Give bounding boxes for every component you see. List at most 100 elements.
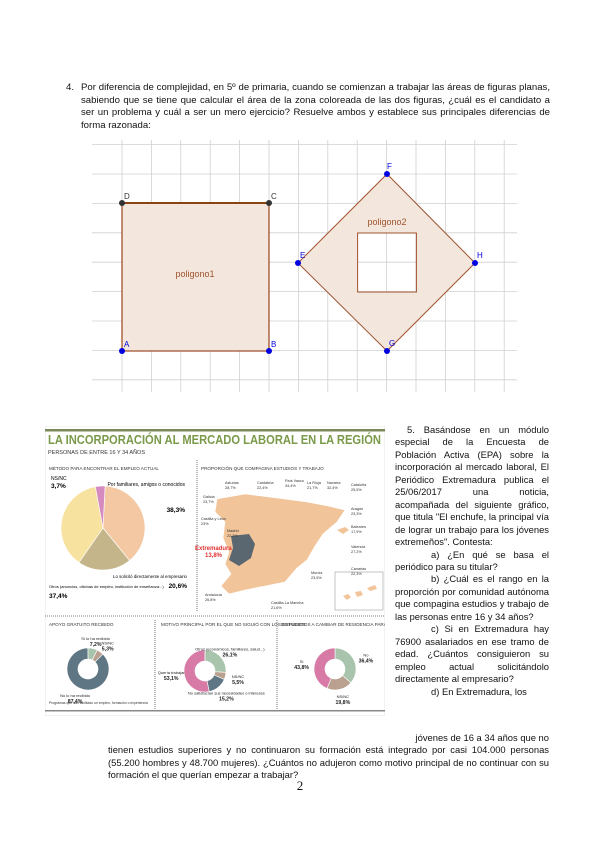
map-label: Castilla y León: [201, 517, 226, 521]
map-value: 27,2%: [351, 550, 362, 554]
point-a[interactable]: [119, 348, 125, 354]
map-label: Extremadura: [195, 546, 232, 552]
donut-heading: MOTIVO PRINCIPAL POR EL QUE NO SIGUIÓ CO…: [161, 621, 306, 627]
map-label: Cataluña: [351, 483, 367, 487]
question-text: Por diferencia de complejidad, en 5º de …: [81, 82, 550, 131]
pie-label-nsnc: NS/NC: [51, 476, 67, 482]
map-value: 23%: [201, 522, 209, 526]
donut-heading: APOYO GRATUITO RECIBIDO: [49, 622, 114, 627]
pie-heading: MÉTODO PARA ENCONTRAR EL EMPLEO ACTUAL: [49, 465, 159, 471]
map-value: 22,3%: [227, 534, 238, 538]
donut-charts: APOYO GRATUITO RECIBIDO Sí lo ha recibido…: [49, 621, 385, 706]
map-label: Murcia: [311, 571, 323, 575]
map-label: Madrid: [227, 529, 239, 533]
map-label: Galicia: [203, 495, 215, 499]
q5-d-line2: jóvenes de 16 a 34 años que no: [415, 732, 549, 743]
map-value: 32,4%: [327, 486, 338, 490]
donut-heading: DISPUESTOS A CAMBIAR DE RESIDENCIA PARA …: [281, 622, 385, 627]
point-g[interactable]: [384, 348, 390, 354]
point-d[interactable]: [119, 200, 125, 206]
grid: [92, 140, 517, 392]
map-value: 34,4%: [285, 484, 296, 488]
geometry-figure: poligono1 poligono2 A B C D E F H G: [92, 140, 517, 392]
donut-label: NS/NC: [337, 694, 350, 699]
map-label: Asturias: [225, 481, 239, 485]
q5-b: b) ¿Cuál es el rango en la proporción po…: [395, 573, 549, 622]
point-h[interactable]: [472, 260, 478, 266]
label-b: B: [271, 340, 276, 349]
donut-label: Sí: [300, 659, 305, 664]
map-label: Cantabria: [257, 481, 274, 485]
donut-chart: [66, 647, 110, 691]
infographic-title: LA INCORPORACIÓN AL MERCADO LABORAL EN L…: [48, 432, 381, 447]
q5-d-rest: tienen estudios superiores y no continua…: [108, 744, 549, 781]
map-label: Aragón: [351, 507, 363, 511]
infographic-subtitle: PERSONAS DE ENTRE 16 Y 34 AÑOS: [48, 449, 145, 456]
map-label: Navarra: [327, 481, 341, 485]
map-label: Andalucía: [205, 593, 223, 597]
map-value: 23,7%: [203, 500, 214, 504]
slice-2: [66, 647, 110, 691]
map-value: 21,7%: [307, 486, 318, 490]
donut-value: 36,4%: [359, 659, 374, 665]
donut-value: 19,8%: [335, 700, 350, 706]
pie-label-family: Por familiares, amigos o conocidos: [107, 482, 185, 488]
donut-label: No lo ha recibido: [60, 693, 91, 698]
label-h: H: [477, 251, 483, 260]
map-value: 26,8%: [205, 598, 216, 602]
donut-value: 26,1%: [222, 653, 237, 659]
donut-label: NS/NC: [101, 641, 114, 646]
donut-label: Sí lo ha recibido: [81, 636, 110, 641]
question-number: 4.: [66, 82, 75, 93]
donut-label: NS/NC: [232, 674, 245, 679]
extremadura-region: [229, 534, 255, 566]
donut-value: 15,2%: [219, 696, 234, 702]
map-label: País Vasco: [285, 479, 304, 483]
question-5: 5. Basándose en un módulo especial de la…: [395, 424, 549, 698]
map-label: Baleares: [351, 525, 366, 529]
label-g: G: [389, 339, 395, 348]
donut-label: No: [363, 653, 369, 658]
polygon-2-label: poligono2: [367, 217, 406, 227]
point-f[interactable]: [384, 171, 390, 177]
q5-d-start: d) En Extremadura, los: [431, 685, 527, 697]
pie-value-family: 38,3%: [167, 507, 186, 514]
map-label: Castilla-La Mancha: [271, 601, 304, 605]
pie-chart: [60, 485, 146, 571]
q5-a: a) ¿En qué se basa el periódico para su …: [395, 548, 549, 572]
label-e: E: [300, 251, 305, 260]
point-b[interactable]: [266, 348, 272, 354]
point-e[interactable]: [295, 260, 301, 266]
donut-value: 5,5%: [232, 680, 244, 686]
pie-value-direct: 20,6%: [169, 583, 188, 590]
canarias-inset: [334, 571, 384, 611]
slice-1: [78, 527, 130, 571]
point-c[interactable]: [266, 200, 272, 206]
donut-chart: [313, 647, 357, 691]
map-value: 23,5%: [311, 576, 322, 580]
donut-label: No satisfacían sus necesidades o interes…: [188, 690, 265, 695]
pie-label-others: Otros (anuncios, oficinas de empleo, ins…: [49, 584, 164, 589]
donut-value: 5,3%: [102, 647, 114, 653]
label-a: A: [124, 340, 130, 349]
donut-value: 43,8%: [294, 665, 309, 671]
q5-c: c) Si en Extremadura hay 76900 asalariad…: [395, 623, 549, 685]
polygon-1-label: poligono1: [175, 269, 214, 279]
q5-intro: 5. Basándose en un módulo especial de la…: [395, 424, 549, 548]
donut-value: 87,4%: [68, 699, 83, 705]
label-d: D: [124, 192, 130, 201]
map-label: Valencia: [351, 545, 366, 549]
page-number: 2: [296, 778, 304, 793]
infographic: LA INCORPORACIÓN AL MERCADO LABORAL EN L…: [45, 426, 385, 716]
map-heading: PROPORCIÓN QUE COMPAGINA ESTUDIOS Y TRAB…: [201, 465, 324, 471]
label-c: C: [271, 192, 277, 201]
label-f: F: [387, 162, 392, 171]
map-value: 22,4%: [257, 486, 268, 490]
map-value: 17,9%: [351, 530, 362, 534]
map-value: 21,6%: [271, 606, 282, 610]
slice-0: [102, 485, 146, 561]
baleares: [337, 527, 349, 534]
donut-chart: [183, 649, 227, 693]
slice-2: [313, 647, 336, 689]
